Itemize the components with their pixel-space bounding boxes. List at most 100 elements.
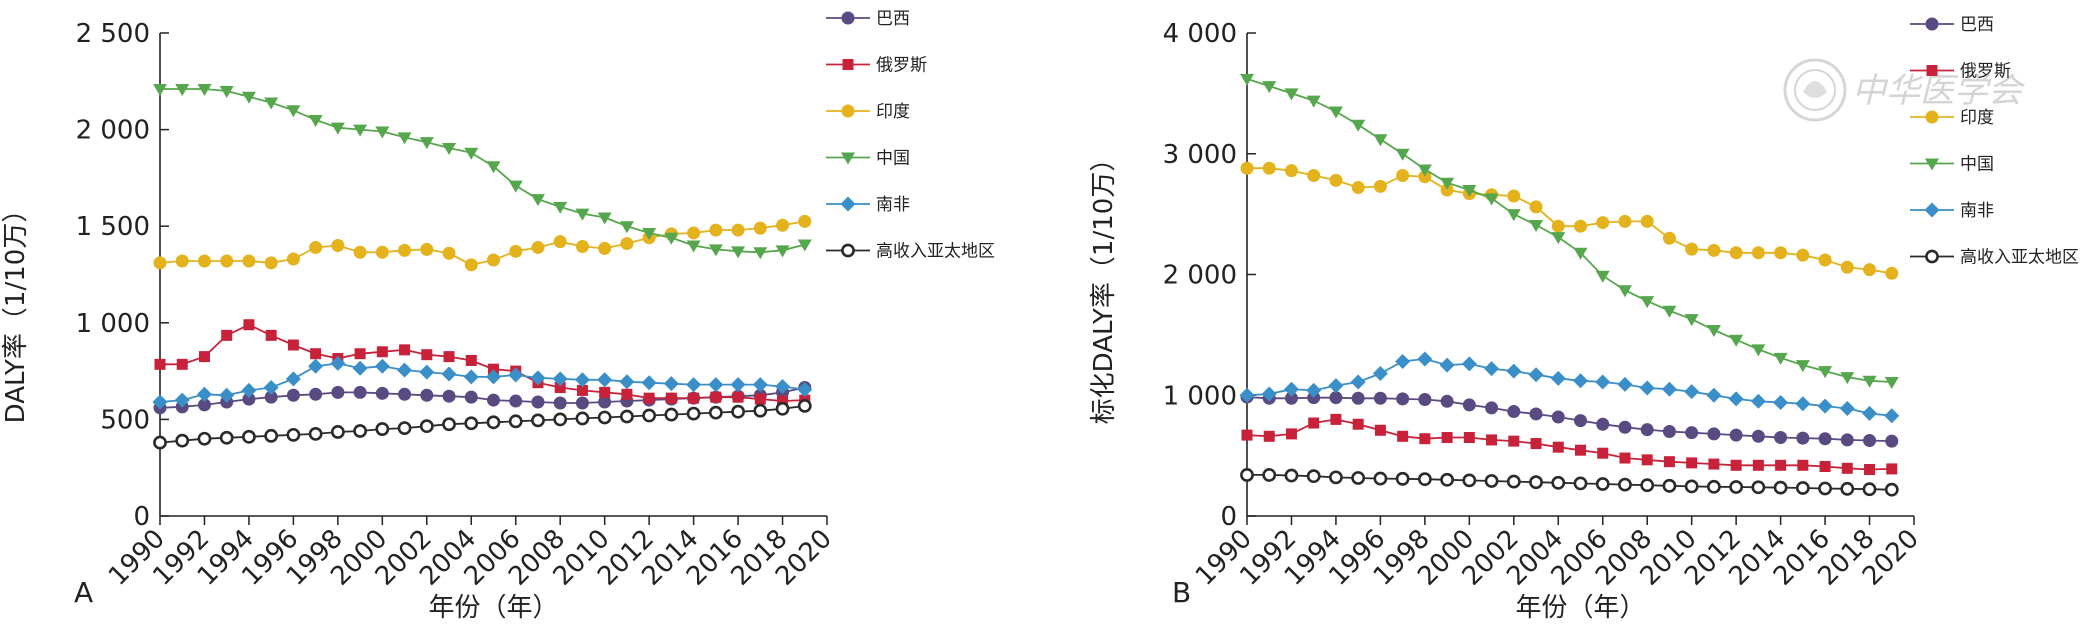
data-point <box>442 246 456 260</box>
y-tick-label: 2 000 <box>76 116 150 146</box>
data-point <box>308 426 323 441</box>
data-point <box>576 384 588 396</box>
data-point <box>597 212 612 225</box>
legend-label: 中国 <box>1960 155 1994 175</box>
data-point <box>731 223 745 237</box>
data-point <box>374 358 390 374</box>
legend-label: 俄罗斯 <box>876 56 927 76</box>
data-point <box>1551 475 1566 490</box>
data-point <box>1284 391 1298 405</box>
data-point <box>1575 444 1586 456</box>
data-point <box>1284 164 1298 178</box>
legend-item: 中国 <box>826 149 910 169</box>
data-point <box>1552 441 1564 453</box>
data-point <box>1352 418 1364 430</box>
data-point <box>1773 394 1789 410</box>
data-point <box>1751 429 1765 443</box>
series-group <box>1241 413 1898 476</box>
data-point <box>1530 438 1542 450</box>
data-point <box>575 411 590 426</box>
data-point <box>264 256 278 270</box>
data-point <box>463 369 479 385</box>
legend-item: 巴西 <box>826 9 910 29</box>
data-point <box>1640 296 1655 309</box>
data-point <box>287 339 299 351</box>
data-point <box>687 226 701 240</box>
legend-marker <box>841 243 855 258</box>
data-point <box>1886 463 1898 475</box>
data-point <box>242 429 256 444</box>
data-point <box>443 351 455 363</box>
data-point <box>1306 95 1321 108</box>
data-point <box>1440 177 1455 190</box>
series-line <box>1247 473 1892 491</box>
data-point <box>1418 170 1432 184</box>
data-point <box>1395 148 1410 161</box>
y-tick-label: 2 000 <box>1163 261 1237 291</box>
data-point <box>242 392 256 406</box>
legend-item: 南非 <box>826 195 910 215</box>
data-point <box>1417 351 1433 367</box>
data-point <box>241 91 256 104</box>
data-point <box>530 194 545 207</box>
legend-label: 高收入亚太地区 <box>1960 248 2079 268</box>
data-point <box>708 377 724 393</box>
data-point <box>1262 81 1277 94</box>
legend-label: 俄罗斯 <box>1960 62 2011 82</box>
data-point <box>1262 468 1277 482</box>
legend-marker <box>1925 17 1939 31</box>
data-point <box>1373 391 1387 405</box>
data-point <box>1729 428 1743 442</box>
legend-item: 高收入亚太地区 <box>826 242 995 262</box>
data-point <box>1508 435 1520 447</box>
data-point <box>530 370 546 386</box>
data-point <box>1463 432 1475 444</box>
data-point <box>1240 468 1254 482</box>
data-point <box>464 416 479 431</box>
data-point <box>1751 344 1766 357</box>
data-point <box>176 358 188 370</box>
data-point <box>397 421 412 435</box>
data-point <box>1397 430 1409 442</box>
data-point <box>753 247 768 260</box>
data-point <box>154 358 166 370</box>
legend-item: 俄罗斯 <box>826 56 927 76</box>
legend-label: 印度 <box>1960 108 1994 128</box>
data-point <box>553 201 568 214</box>
data-point <box>1796 431 1810 445</box>
data-point <box>153 435 167 450</box>
data-point <box>1440 472 1454 487</box>
data-point <box>464 390 478 404</box>
data-point <box>1351 181 1365 195</box>
data-point <box>421 349 433 361</box>
data-point <box>574 372 590 388</box>
data-point <box>397 362 413 378</box>
data-point <box>664 407 679 422</box>
data-point <box>1307 168 1321 182</box>
data-point <box>1795 360 1810 373</box>
data-point <box>1773 352 1788 365</box>
data-point <box>1750 393 1766 409</box>
data-point <box>1708 458 1720 470</box>
data-point <box>1863 263 1877 277</box>
data-point <box>597 372 613 388</box>
data-point <box>464 147 479 160</box>
data-point <box>1840 433 1854 447</box>
data-point <box>730 377 746 393</box>
data-point <box>264 428 279 443</box>
data-point <box>1639 380 1655 396</box>
data-point <box>1862 375 1877 388</box>
data-point <box>1574 219 1587 233</box>
data-point <box>286 427 301 442</box>
data-point <box>1661 381 1677 397</box>
data-point <box>308 114 323 127</box>
data-point <box>686 406 701 421</box>
x-axis-title: 年份（年） <box>1515 593 1645 623</box>
data-point <box>486 415 501 430</box>
data-point <box>754 393 766 405</box>
data-point <box>1306 469 1321 484</box>
data-point <box>642 227 657 240</box>
data-point <box>1529 200 1543 214</box>
series-line <box>160 88 806 254</box>
data-point <box>1373 179 1387 193</box>
